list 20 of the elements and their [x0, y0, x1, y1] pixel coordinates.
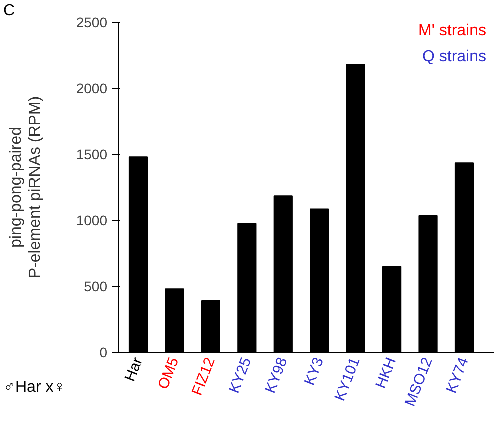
annotation: Q strains	[422, 48, 486, 66]
y-axis-title: ping-pong-paired P-element piRNAs (RPM)	[8, 96, 44, 279]
y-tick-label: 2000	[76, 80, 108, 96]
x-tick-label: KY101	[332, 355, 364, 404]
x-tick-label: Har	[122, 355, 146, 384]
text: C	[4, 2, 16, 20]
annotation: M' strains	[418, 22, 486, 40]
x-tick-label: HKH	[372, 355, 400, 392]
x-tick-label: OM5	[155, 355, 183, 392]
x-tick-label: KY25	[226, 355, 256, 396]
text: ♂Har x♀	[4, 379, 66, 396]
y-tick-label: 1500	[76, 146, 108, 162]
x-tick-label: FIZ12	[188, 355, 219, 398]
x-tick-label: KY98	[262, 355, 292, 396]
y-tick-label: 500	[84, 278, 108, 294]
y-tick-label: 1000	[76, 212, 108, 228]
y-tick-label: 0	[100, 344, 108, 360]
x-tick-label: KY74	[443, 355, 472, 396]
y-tick-label: 2500	[76, 14, 108, 30]
x-tick-label: KY3	[301, 355, 328, 388]
